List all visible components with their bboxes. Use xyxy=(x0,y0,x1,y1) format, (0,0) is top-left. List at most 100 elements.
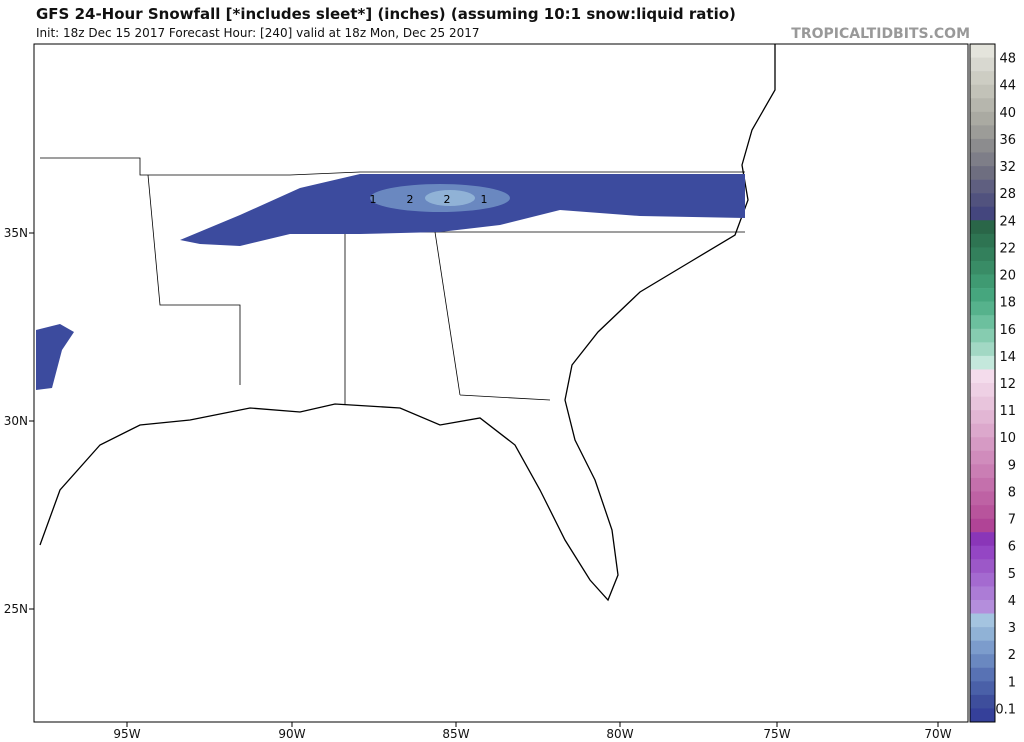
state-borders xyxy=(40,157,745,405)
colorbar: 4844403632282422201816141211109876543210… xyxy=(969,43,1016,723)
colorbar-segment xyxy=(970,410,995,424)
colorbar-segment xyxy=(970,125,995,140)
lat-label: 30N xyxy=(4,414,28,428)
lat-label: 35N xyxy=(4,226,28,240)
lat-label: 25N xyxy=(4,602,28,616)
colorbar-segment xyxy=(970,477,995,492)
colorbar-segment xyxy=(970,586,995,601)
colorbar-segment xyxy=(970,138,995,153)
colorbar-segment xyxy=(970,342,995,357)
colorbar-segment xyxy=(970,71,995,85)
colorbar-label: 6 xyxy=(1008,540,1016,555)
colorbar-label: 44 xyxy=(999,79,1016,94)
colorbar-segment xyxy=(970,193,995,208)
colorbar-segment xyxy=(970,437,995,452)
map: 1 2 2 1 xyxy=(33,43,969,723)
colorbar-segment xyxy=(970,44,995,58)
contour-label: 1 xyxy=(370,193,377,206)
colorbar-segment xyxy=(970,545,995,560)
title: GFS 24-Hour Snowfall [*includes sleet*] … xyxy=(36,5,736,23)
colorbar-segment xyxy=(970,559,995,574)
colorbar-segment xyxy=(970,369,995,384)
lon-label: 70W xyxy=(924,727,951,741)
colorbar-segment xyxy=(970,355,995,370)
snow-texas xyxy=(36,324,74,390)
colorbar-segment xyxy=(970,206,995,221)
colorbar-segment xyxy=(970,532,995,547)
colorbar-segment xyxy=(970,111,995,126)
colorbar-segment xyxy=(970,640,995,655)
colorbar-label: 16 xyxy=(999,323,1016,338)
colorbar-segment xyxy=(970,274,995,289)
colorbar-segment xyxy=(970,518,995,533)
colorbar-segment xyxy=(970,152,995,167)
contour-label: 2 xyxy=(407,193,414,206)
colorbar-label: 22 xyxy=(999,241,1016,256)
site: TROPICALTIDBITS.COM xyxy=(791,26,970,42)
colorbar-label: 12 xyxy=(999,377,1016,392)
colorbar-label: 28 xyxy=(999,187,1016,202)
colorbar-segment xyxy=(970,654,995,669)
coastline xyxy=(39,44,776,602)
colorbar-segment xyxy=(970,220,995,235)
colorbar-label: 4 xyxy=(1008,594,1016,609)
colorbar-segment xyxy=(970,613,995,628)
subtitle: Init: 18z Dec 15 2017 Forecast Hour: [24… xyxy=(36,26,480,40)
colorbar-label: 8 xyxy=(1008,485,1016,500)
colorbar-segment xyxy=(970,315,995,330)
colorbar-segment xyxy=(970,98,995,113)
colorbar-label: 24 xyxy=(999,214,1016,229)
colorbar-label: 14 xyxy=(999,350,1016,365)
contour-label: 1 xyxy=(481,193,488,206)
colorbar-segment xyxy=(970,166,995,180)
colorbar-label: 1 xyxy=(1008,675,1016,690)
colorbar-segment xyxy=(970,627,995,641)
colorbar-segment xyxy=(970,491,995,506)
colorbar-segment xyxy=(970,505,995,519)
colorbar-frame xyxy=(969,43,996,723)
colorbar-segment xyxy=(970,396,995,411)
colorbar-label: 32 xyxy=(999,160,1016,175)
colorbar-label: 10 xyxy=(999,431,1016,446)
colorbar-segment xyxy=(970,233,995,248)
colorbar-label: 11 xyxy=(999,404,1016,419)
colorbar-segment xyxy=(970,599,995,614)
colorbar-segment xyxy=(970,383,995,397)
colorbar-segment xyxy=(970,84,995,99)
colorbar-label: 5 xyxy=(1008,567,1016,582)
colorbar-segment xyxy=(970,179,995,194)
lon-label: 90W xyxy=(278,727,305,741)
lon-label: 80W xyxy=(606,727,633,741)
colorbar-segment xyxy=(970,694,995,709)
colorbar-segment xyxy=(970,450,995,465)
lon-label: 95W xyxy=(113,727,140,741)
colorbar-label: 3 xyxy=(1008,621,1016,636)
colorbar-segment xyxy=(970,288,995,302)
colorbar-segment xyxy=(970,301,995,316)
colorbar-label: 36 xyxy=(999,133,1016,148)
colorbar-segment xyxy=(970,328,995,343)
colorbar-label: 40 xyxy=(999,106,1016,121)
colorbar-segment xyxy=(970,667,995,682)
snow-core xyxy=(425,190,475,206)
colorbar-label: 2 xyxy=(1008,648,1016,663)
colorbar-label: 0.1 xyxy=(995,702,1016,717)
colorbar-segment xyxy=(970,260,995,275)
colorbar-segment xyxy=(970,572,995,587)
contour-label: 2 xyxy=(444,193,451,206)
colorbar-segment xyxy=(970,57,995,72)
lon-label: 85W xyxy=(442,727,469,741)
colorbar-label: 9 xyxy=(1008,458,1016,473)
colorbar-label: 7 xyxy=(1008,513,1016,528)
colorbar-label: 18 xyxy=(999,296,1016,311)
colorbar-segment xyxy=(970,681,995,696)
colorbar-segment xyxy=(970,464,995,479)
colorbar-label: 48 xyxy=(999,52,1016,67)
colorbar-segment xyxy=(970,708,995,723)
colorbar-segment xyxy=(970,247,995,262)
lon-label: 75W xyxy=(763,727,790,741)
map-frame xyxy=(33,43,969,723)
colorbar-segment xyxy=(970,423,995,438)
colorbar-label: 20 xyxy=(999,269,1016,284)
